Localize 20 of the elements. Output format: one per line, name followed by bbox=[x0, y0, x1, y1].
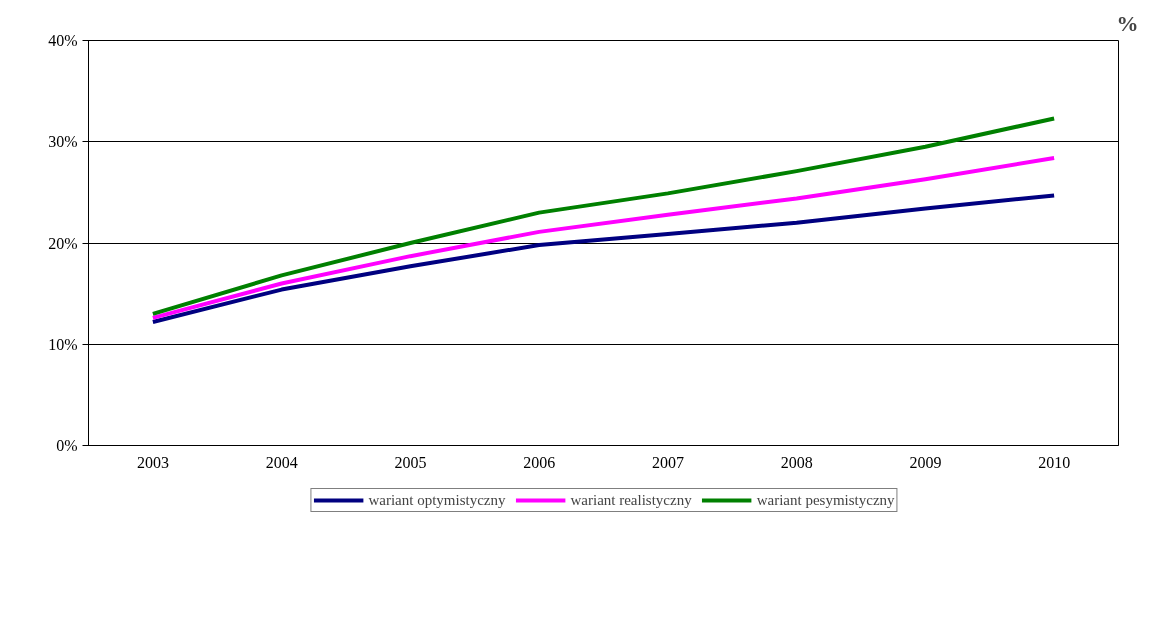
x-tick-label: 2008 bbox=[780, 453, 813, 471]
x-tick-label: 2007 bbox=[651, 453, 684, 471]
x-tick-label: 2009 bbox=[909, 453, 942, 471]
y-tick-label: 30% bbox=[48, 133, 78, 151]
y-tick-label: 10% bbox=[48, 335, 78, 353]
legend-label: wariant optymistyczny bbox=[368, 491, 506, 509]
line-series bbox=[150, 155, 1057, 320]
y-tick-label: 0% bbox=[56, 437, 78, 454]
y-tick-label: 40% bbox=[48, 32, 78, 49]
line-series bbox=[150, 193, 1057, 324]
line-series bbox=[150, 116, 1057, 316]
y-tick-label: 20% bbox=[48, 234, 78, 252]
x-tick-label: 2006 bbox=[523, 453, 556, 471]
legend-label: wariant pesymistyczny bbox=[756, 491, 895, 509]
x-tick-label: 2004 bbox=[265, 453, 298, 471]
x-tick-label: 2010 bbox=[1038, 453, 1071, 471]
text: % bbox=[1116, 10, 1139, 36]
x-tick-label: 2005 bbox=[394, 453, 427, 471]
legend-label: wariant realistyczny bbox=[570, 491, 692, 509]
x-tick-label: 2003 bbox=[136, 453, 169, 471]
